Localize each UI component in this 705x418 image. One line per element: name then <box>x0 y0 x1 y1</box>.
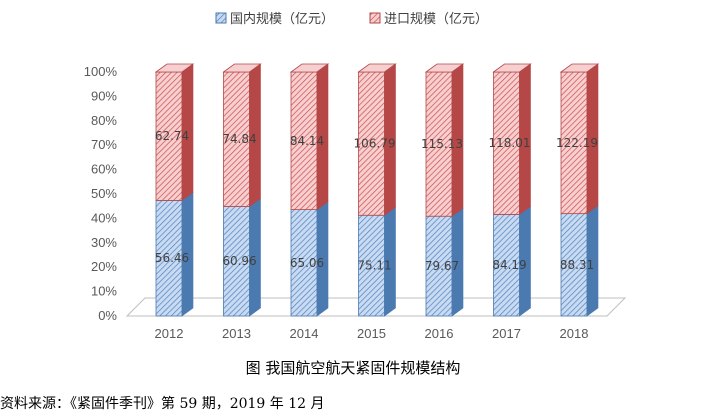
x-tick-label: 2013 <box>222 326 251 341</box>
data-label-domestic: 75.11 <box>357 259 391 273</box>
bar-top <box>424 63 465 73</box>
bar-group: 84.19 118.01 <box>489 63 532 317</box>
bar-segment-import <box>358 71 385 216</box>
x-tick-label: 2012 <box>155 326 184 341</box>
legend-label-import: 进口规模（亿元） <box>384 12 488 27</box>
legend: 国内规模（亿元） 进口规模（亿元） <box>215 11 488 27</box>
y-tick-label: 30% <box>91 235 117 250</box>
y-tick-label: 10% <box>91 284 117 299</box>
x-tick-label: 2015 <box>357 326 386 341</box>
bar-group: 60.96 74.84 <box>222 63 262 317</box>
legend-swatch-domestic <box>215 12 227 24</box>
x-axis: 2012 2013 2014 2015 2016 2017 2018 <box>155 326 589 341</box>
y-tick-label: 90% <box>91 88 117 103</box>
bar-segment-domestic <box>560 213 588 317</box>
y-tick-label: 80% <box>91 113 117 128</box>
data-label-import: 84.14 <box>290 134 324 148</box>
data-label-import: 118.01 <box>489 136 531 150</box>
data-label-domestic: 79.67 <box>425 259 459 273</box>
y-axis: 0% 10% 20% 30% 40% 50% 60% 70% 80% 90% 100% <box>84 64 118 323</box>
bar-group: 75.11 106.79 <box>354 63 397 317</box>
source-note: 资料来源：《紧固件季刊》第 59 期，2019 年 12 月 <box>0 395 325 412</box>
data-label-import: 62.74 <box>155 129 189 143</box>
bar-segment-domestic <box>155 200 183 317</box>
data-label-domestic: 65.06 <box>290 256 324 270</box>
y-tick-label: 20% <box>91 259 117 274</box>
y-tick-label: 60% <box>91 162 117 177</box>
bars: 56.46 62.74 60.96 74.84 65.06 84.14 75.11 106.7… <box>154 63 600 317</box>
bar-group: 65.06 84.14 <box>289 63 330 317</box>
bar-top <box>357 63 397 73</box>
x-tick-label: 2016 <box>425 326 454 341</box>
bar-segment-domestic <box>425 215 453 317</box>
bar-group: 79.67 115.13 <box>421 63 465 317</box>
bar-group: 88.31 122.19 <box>556 63 600 317</box>
legend-label-domestic: 国内规模（亿元） <box>230 11 334 27</box>
data-label-domestic: 56.46 <box>155 251 189 265</box>
x-tick-label: 2018 <box>560 326 589 341</box>
bar-segment-import <box>493 71 520 215</box>
figure-caption: 图 我国航空航天紧固件规模结构 <box>246 359 461 377</box>
bar-top <box>559 63 600 73</box>
bar-segment-domestic <box>290 209 318 317</box>
data-label-import: 122.19 <box>556 136 598 150</box>
bar-segment-import <box>425 71 453 217</box>
y-tick-label: 100% <box>84 64 118 79</box>
bar-group: 56.46 62.74 <box>154 63 195 317</box>
x-tick-label: 2014 <box>290 326 319 341</box>
y-tick-label: 70% <box>91 137 117 152</box>
bar-top <box>492 63 532 73</box>
bar-segment-import <box>223 71 250 207</box>
data-label-import: 106.79 <box>354 137 396 151</box>
legend-swatch-import <box>369 12 381 24</box>
data-label-import: 74.84 <box>222 132 256 146</box>
x-tick-label: 2017 <box>492 326 521 341</box>
bar-segment-domestic <box>493 214 520 317</box>
data-label-domestic: 84.19 <box>492 258 526 272</box>
bar-top <box>222 63 262 73</box>
data-label-domestic: 88.31 <box>560 258 594 272</box>
y-tick-label: 50% <box>91 186 117 201</box>
y-tick-label: 0% <box>98 308 117 323</box>
bar-top <box>289 63 330 73</box>
data-label-import: 115.13 <box>421 137 463 151</box>
bar-top <box>154 63 195 73</box>
y-tick-label: 40% <box>91 210 117 225</box>
data-label-domestic: 60.96 <box>222 254 256 268</box>
